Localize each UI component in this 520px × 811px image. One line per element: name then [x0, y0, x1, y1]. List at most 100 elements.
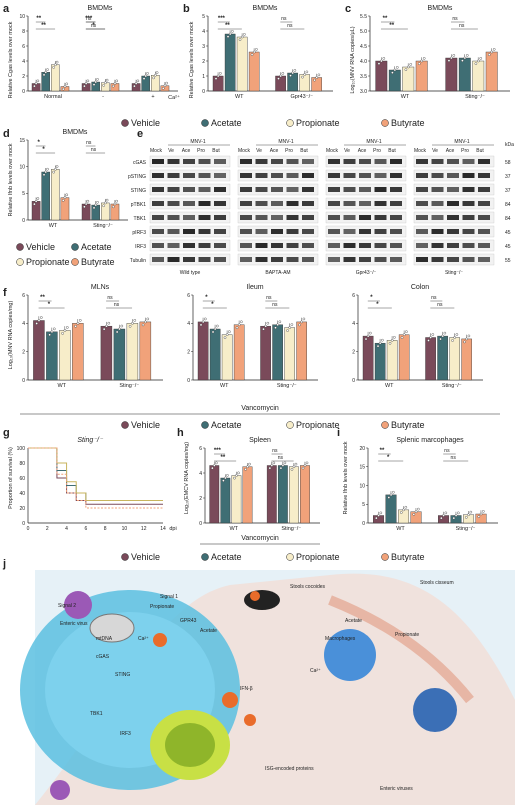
panel-b-ytick-label: 3: [202, 44, 205, 50]
panel-d-data-point: [52, 170, 55, 174]
panel-f-mlns-sig-label: *: [48, 302, 51, 308]
blot-condition-label: Gpr43⁻/⁻: [356, 270, 377, 276]
panel-i-data-point: [412, 513, 416, 516]
panel-f-mlns-ytick-label: 2: [22, 349, 25, 355]
blot-band: [286, 201, 299, 206]
panel-h-data-point: [305, 461, 309, 465]
panel-f-ileum-ytick-label: 6: [187, 293, 190, 299]
panel-b-data-point: [291, 71, 294, 75]
panel-f-colon-data-point: [453, 336, 456, 339]
panel-f-colon-data-point: [388, 342, 392, 345]
blot-band: [167, 229, 180, 234]
panel-a-sig-label: ***: [85, 16, 93, 22]
panel-f-mlns-data-point: [37, 319, 41, 322]
panel-c-data-point: [477, 59, 480, 63]
panel-g-series-line: [28, 447, 163, 501]
panel-h-ytick-label: 4: [199, 471, 202, 477]
panel-a-data-point: [136, 79, 140, 83]
panel-c-sig-label: **: [383, 16, 388, 22]
blot-band: [198, 173, 211, 178]
panel-c-data-point: [479, 57, 483, 60]
panel-a-sig-label: ns: [86, 16, 92, 22]
blot-band: [416, 173, 428, 178]
blot-band: [255, 173, 268, 178]
panel-c-ytick-label: 5.5: [360, 14, 367, 20]
panel-f-mlns-sig-label: ns: [114, 302, 120, 308]
panel-a-data-point: [36, 79, 40, 83]
legend-d-label: Vehicle: [26, 242, 55, 252]
panel-f-colon-bar: [386, 340, 398, 381]
panel-f-mlns-bar: [113, 328, 126, 381]
legend-d-label: Butyrate: [81, 257, 115, 267]
panel-f-colon-bar: [362, 335, 374, 381]
panel-b-bar: [248, 51, 260, 92]
panel-i-ytick-label: 5: [362, 502, 365, 508]
panel-a-data-point: [63, 85, 67, 88]
panel-i-data-point: [467, 513, 470, 517]
panel-a-ytick-label: 0: [22, 89, 25, 95]
blot-band: [214, 187, 226, 192]
panel-h-data-point: [211, 466, 214, 470]
panel-f-colon-data-point: [364, 337, 368, 341]
blot-band: [302, 215, 314, 220]
blot-kda-value: 37: [505, 174, 511, 180]
panel-d-ytick-label: 15: [19, 138, 25, 144]
legend-label: Vehicle: [131, 118, 160, 128]
panel-a-data-point: [84, 82, 88, 85]
blot-band: [478, 215, 490, 220]
panel-c-title: BMDMs: [428, 5, 453, 12]
panel-h-bar: [289, 466, 299, 524]
panel-f-ileum-data-point: [286, 329, 289, 332]
blot-band: [167, 201, 180, 206]
blot-band: [152, 257, 164, 262]
blot-band: [447, 243, 459, 248]
panel-h-data-point: [292, 465, 296, 469]
j-label-ca-2: Ca²⁺: [310, 668, 321, 674]
nucleus-inner: [165, 723, 215, 767]
panel-a-data-point: [92, 83, 96, 86]
blot-band: [240, 243, 252, 248]
blot-band: [198, 215, 211, 220]
panel-f-colon-data-point: [467, 334, 471, 338]
blot-band: [214, 201, 226, 206]
panel-f-ileum-data-point: [300, 320, 304, 324]
panel-b-xgroup-label: WT: [235, 94, 244, 100]
panel-f-vancomycin: Vancomycin: [241, 405, 279, 412]
legend-label: Propionate: [296, 118, 340, 128]
panel-c-data-point: [490, 50, 494, 54]
panel-d-data-point: [84, 202, 88, 206]
panel-i-bar: [398, 509, 410, 524]
panel-f-mlns-data-point: [118, 327, 121, 331]
panel-d-sig-label: ns: [91, 147, 97, 153]
panel-f-ileum-data-point: [216, 324, 219, 328]
panel-f-mlns-data-point: [78, 319, 82, 322]
panel-i-data-point: [442, 514, 445, 517]
panel-f-ileum-data-point: [235, 326, 239, 330]
blot-band: [328, 257, 340, 262]
legend-label: Butyrate: [391, 118, 425, 128]
blot-band: [390, 243, 402, 248]
panel-b-data-point: [293, 69, 297, 72]
panel-i-data-point: [389, 493, 393, 497]
panel-d-bar: [60, 197, 70, 221]
panel-h-data-point: [226, 474, 229, 477]
panel-d-data-point: [63, 196, 67, 199]
panel-i-data-point: [404, 505, 408, 509]
blot-band: [214, 243, 226, 248]
blot-band: [343, 201, 356, 206]
blot-band: [214, 215, 226, 220]
panel-c-ytick-label: 4.0: [360, 59, 367, 65]
panel-a-data-point: [34, 82, 38, 85]
blot-band: [214, 173, 226, 178]
panel-d-data-point: [94, 203, 98, 207]
j-label-signal1: Signal 1: [160, 594, 178, 600]
panel-b-data-point: [240, 35, 244, 39]
blot-band: [462, 229, 475, 234]
panel-f-mlns-data-point: [146, 317, 150, 321]
legend-d-swatch: [16, 258, 24, 266]
blot-row-label: cGAS: [133, 160, 147, 166]
j-label-isg: ISG-encoded proteins: [265, 766, 314, 772]
blot-band: [416, 159, 428, 164]
blot-kda-value: 45: [505, 230, 511, 236]
